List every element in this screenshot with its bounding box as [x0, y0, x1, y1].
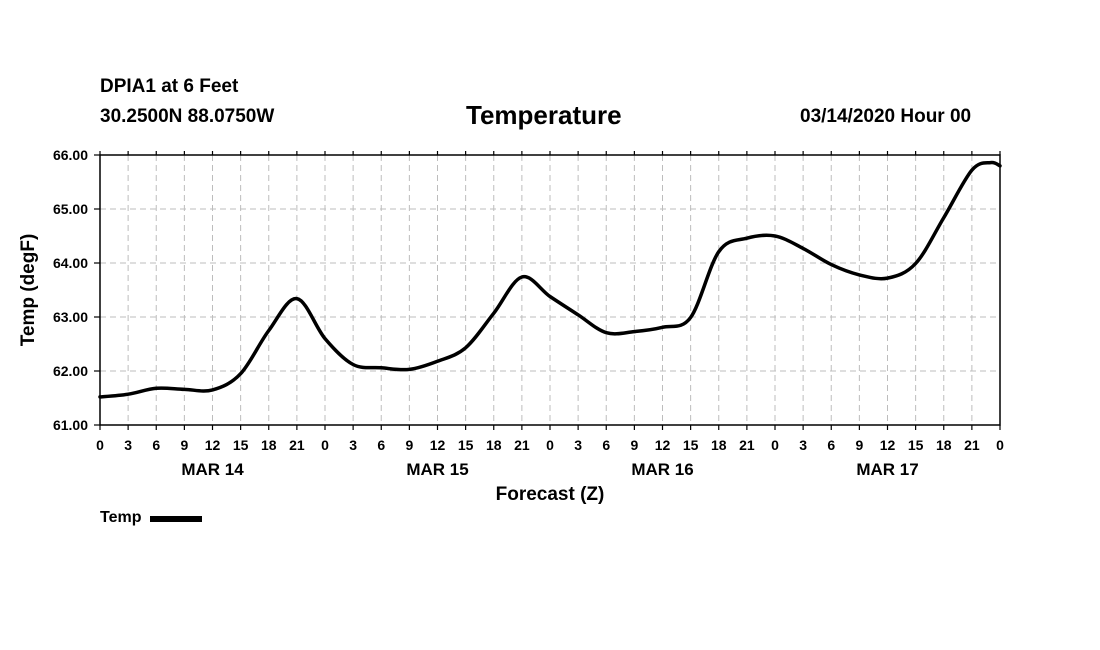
- x-tick-label: 6: [152, 437, 160, 453]
- x-tick-label: 12: [655, 437, 671, 453]
- y-axis-label: Temp (degF): [18, 234, 39, 347]
- series-group: [98, 160, 1002, 399]
- date-label: MAR 14: [181, 460, 244, 479]
- x-tick-label: 3: [124, 437, 132, 453]
- x-tick-label: 9: [405, 437, 413, 453]
- x-tick-label: 15: [908, 437, 924, 453]
- legend-label: Temp: [100, 509, 142, 526]
- y-tick-label: 62.00: [53, 363, 88, 379]
- x-tick-label: 3: [349, 437, 357, 453]
- x-tick-label: 3: [574, 437, 582, 453]
- x-tick-label: 18: [486, 437, 502, 453]
- x-tick-label: 6: [602, 437, 610, 453]
- x-tick-label: 6: [377, 437, 385, 453]
- series-line-temp: [98, 160, 1002, 399]
- x-tick-label: 0: [321, 437, 329, 453]
- x-tick-label: 9: [855, 437, 863, 453]
- x-tick-label: 0: [96, 437, 104, 453]
- legend: Temp: [100, 509, 203, 527]
- x-tick-label: 15: [683, 437, 699, 453]
- x-tick-label: 18: [936, 437, 952, 453]
- x-tick-label: 0: [771, 437, 779, 453]
- x-tick-label: 12: [430, 437, 446, 453]
- x-tick-label: 21: [289, 437, 305, 453]
- date-label: MAR 15: [406, 460, 468, 479]
- x-tick-label: 0: [996, 437, 1004, 453]
- station-label: DPIA1 at 6 Feet: [100, 76, 239, 97]
- y-tick-label: 61.00: [53, 417, 88, 433]
- y-tick-label: 64.00: [53, 255, 88, 271]
- x-axis-label: Forecast (Z): [496, 484, 605, 505]
- x-tick-label: 18: [261, 437, 277, 453]
- x-tick-label: 21: [514, 437, 530, 453]
- x-tick-label: 15: [458, 437, 474, 453]
- x-tick-label: 0: [546, 437, 554, 453]
- x-tick-label: 15: [233, 437, 249, 453]
- plot-frame: [99, 154, 1001, 426]
- x-tick-label: 9: [180, 437, 188, 453]
- x-tick-label: 21: [739, 437, 755, 453]
- x-tick-label: 21: [964, 437, 980, 453]
- legend-line-swatch: [150, 516, 203, 522]
- date-labels: MAR 14 MAR 15 MAR 16 MAR 17: [181, 460, 918, 479]
- coordinates-label: 30.2500N 88.0750W: [100, 106, 275, 127]
- x-tick-label: 18: [711, 437, 727, 453]
- x-tick-label: 9: [630, 437, 638, 453]
- x-tick-label: 12: [205, 437, 221, 453]
- y-tick-label: 63.00: [53, 309, 88, 325]
- x-tick-label: 12: [880, 437, 896, 453]
- y-tick-label: 66.00: [53, 147, 88, 163]
- chart-title: Temperature: [466, 100, 622, 130]
- grid-lines: [100, 155, 1000, 425]
- y-tick-label: 65.00: [53, 201, 88, 217]
- y-axis-ticks: 61.00 62.00 63.00 64.00 65.00 66.00: [53, 147, 100, 433]
- issue-time-label: 03/14/2020 Hour 00: [800, 106, 972, 127]
- x-tick-label: 3: [799, 437, 807, 453]
- date-label: MAR 16: [631, 460, 693, 479]
- date-label: MAR 17: [856, 460, 918, 479]
- x-tick-label: 6: [827, 437, 835, 453]
